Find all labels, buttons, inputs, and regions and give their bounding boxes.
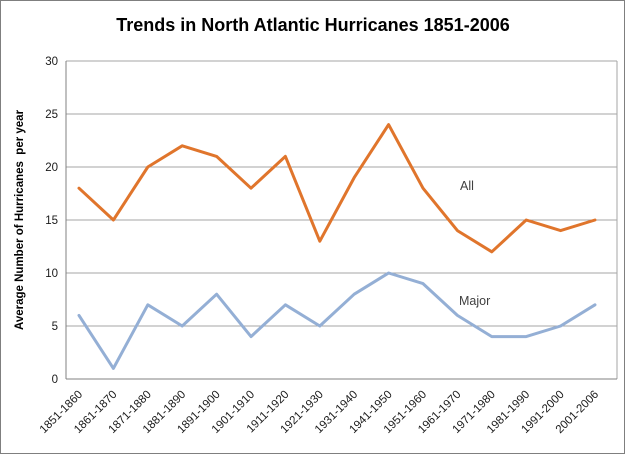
series-line-major	[77, 271, 597, 370]
y-tick-label: 30	[45, 56, 58, 68]
chart-title: Trends in North Atlantic Hurricanes 1851…	[116, 15, 509, 35]
y-tick-label: 10	[45, 268, 58, 280]
x-axis-tick-labels: 1851-18601861-18701871-18801881-18901891…	[38, 389, 601, 436]
series-label-major: Major	[459, 294, 490, 308]
y-tick-label: 5	[52, 321, 58, 333]
gridlines	[66, 60, 617, 380]
y-tick-label: 15	[45, 215, 58, 227]
axes	[65, 61, 618, 380]
y-tick-label: 0	[52, 374, 58, 386]
series-label-all: All	[460, 179, 474, 193]
series-line-all	[77, 123, 597, 254]
y-axis-title: Average Number of Hurricanes per year	[14, 109, 26, 330]
y-axis-tick-labels: 0 5 10 15 20 25 30	[45, 56, 58, 386]
y-tick-label: 25	[45, 109, 58, 121]
series-lines	[77, 123, 597, 370]
y-tick-label: 20	[45, 162, 58, 174]
